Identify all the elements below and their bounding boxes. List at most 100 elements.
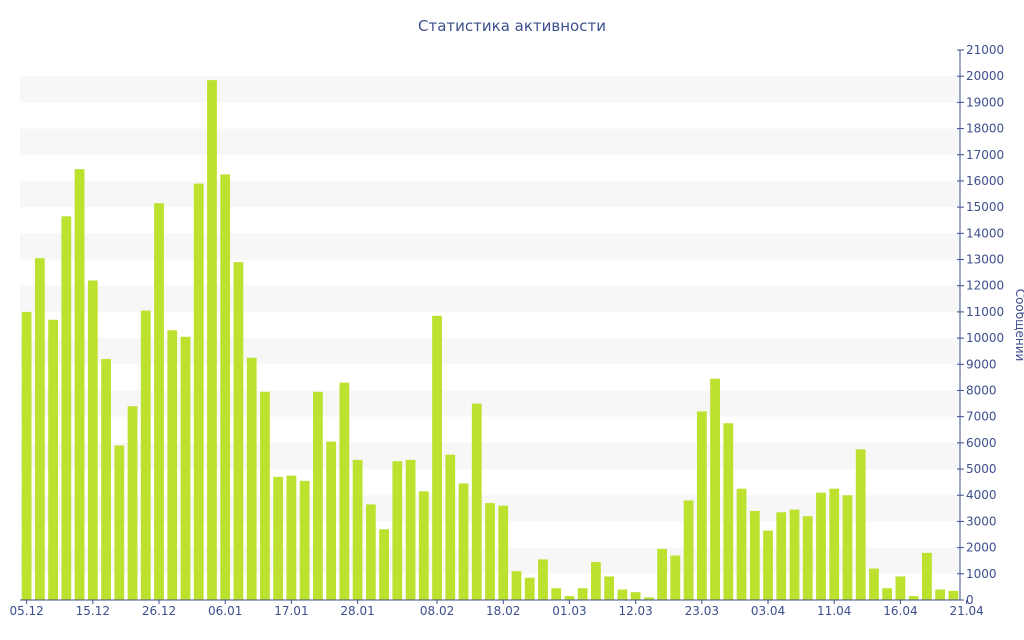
y-tick-label: 6000 bbox=[966, 436, 997, 450]
x-tick-label: 11.04 bbox=[817, 604, 851, 618]
bar bbox=[511, 571, 522, 600]
bar bbox=[471, 403, 482, 600]
x-tick-label: 15.12 bbox=[76, 604, 110, 618]
bar bbox=[789, 509, 800, 600]
y-tick-label: 18000 bbox=[966, 122, 1004, 136]
bar bbox=[696, 411, 707, 600]
y-tick-label: 16000 bbox=[966, 174, 1004, 188]
bar bbox=[630, 592, 641, 600]
grid-band bbox=[20, 233, 960, 260]
bar bbox=[365, 504, 376, 600]
y-axis-label: Сообщений bbox=[1013, 289, 1024, 362]
y-tick-label: 12000 bbox=[966, 279, 1004, 293]
bar bbox=[220, 174, 231, 600]
bar bbox=[816, 492, 826, 600]
y-tick-label: 0 bbox=[966, 593, 974, 607]
bar bbox=[842, 495, 853, 600]
x-tick-label: 18.02 bbox=[486, 604, 520, 618]
chart-title: Статистика активности bbox=[418, 17, 606, 35]
bar bbox=[776, 512, 787, 600]
y-tick-label: 20000 bbox=[966, 69, 1004, 83]
y-tick-label: 8000 bbox=[966, 383, 997, 397]
bar bbox=[882, 588, 893, 600]
bar bbox=[379, 529, 389, 600]
bar bbox=[87, 280, 98, 600]
bar bbox=[312, 391, 323, 600]
bar bbox=[670, 555, 681, 600]
bar bbox=[802, 516, 813, 600]
y-tick-label: 3000 bbox=[966, 514, 997, 528]
x-tick-label: 26.12 bbox=[142, 604, 176, 618]
grid-band bbox=[20, 180, 960, 208]
bar bbox=[617, 589, 628, 600]
grid-band bbox=[20, 285, 960, 312]
bar bbox=[61, 216, 72, 601]
bar bbox=[405, 459, 416, 600]
bar bbox=[869, 568, 879, 600]
y-tick-label: 13000 bbox=[966, 253, 1004, 267]
bar bbox=[551, 588, 562, 600]
bar bbox=[286, 475, 297, 600]
y-tick-label: 15000 bbox=[966, 200, 1004, 214]
bar bbox=[392, 461, 403, 600]
x-axis: 05.12 15.12 26.12 06.01 17.01 28.01 08.02 18.02… bbox=[9, 599, 984, 618]
y-tick-label: 9000 bbox=[966, 357, 997, 371]
y-axis: 0 1000 2000 3000 4000 5000 6000 7000 8000 9000 100… bbox=[957, 43, 1004, 607]
bar bbox=[101, 359, 111, 600]
y-tick-label: 19000 bbox=[966, 95, 1004, 109]
bar bbox=[233, 262, 244, 600]
bar bbox=[193, 183, 204, 601]
y-tick-label: 4000 bbox=[966, 488, 997, 502]
x-tick-label: 05.12 bbox=[9, 604, 43, 618]
x-tick-label: 12.03 bbox=[618, 604, 652, 618]
bar bbox=[935, 589, 946, 600]
y-tick-label: 1000 bbox=[966, 567, 997, 581]
bar bbox=[524, 577, 535, 600]
bar bbox=[140, 310, 151, 600]
y-tick-label: 17000 bbox=[966, 148, 1004, 162]
y-tick-label: 11000 bbox=[966, 305, 1004, 319]
bar bbox=[657, 548, 668, 600]
bar bbox=[643, 597, 654, 600]
x-tick-label: 21.04 bbox=[949, 604, 983, 618]
bar bbox=[498, 505, 509, 600]
bar bbox=[207, 80, 217, 601]
bar bbox=[458, 483, 469, 600]
bar bbox=[418, 491, 429, 600]
bar bbox=[564, 596, 575, 600]
bar bbox=[246, 357, 257, 600]
bar bbox=[260, 391, 270, 600]
bar bbox=[710, 378, 720, 600]
x-tick-label: 03.04 bbox=[751, 604, 785, 618]
x-tick-label: 28.01 bbox=[340, 604, 374, 618]
bar bbox=[326, 441, 337, 600]
bar bbox=[167, 330, 178, 600]
x-tick-label: 17.01 bbox=[274, 604, 308, 618]
x-tick-label: 23.03 bbox=[685, 604, 719, 618]
bar bbox=[855, 449, 866, 600]
bar bbox=[273, 476, 284, 600]
y-tick-label: 5000 bbox=[966, 462, 997, 476]
bar bbox=[538, 559, 548, 600]
bar bbox=[723, 423, 734, 600]
bar bbox=[339, 382, 350, 600]
x-tick-label: 08.02 bbox=[420, 604, 454, 618]
bar bbox=[948, 590, 959, 600]
y-tick-label: 2000 bbox=[966, 541, 997, 555]
bar bbox=[154, 203, 164, 600]
bar bbox=[432, 315, 442, 600]
bar bbox=[485, 503, 495, 600]
bar bbox=[591, 562, 601, 600]
bar bbox=[114, 445, 125, 600]
bar bbox=[763, 530, 773, 600]
x-tick-label: 16.04 bbox=[883, 604, 917, 618]
bar bbox=[908, 596, 919, 600]
bar bbox=[922, 552, 932, 600]
bar bbox=[74, 169, 85, 600]
bar bbox=[445, 454, 456, 600]
bar bbox=[604, 576, 615, 600]
x-tick-label: 06.01 bbox=[208, 604, 242, 618]
bar bbox=[21, 311, 32, 600]
